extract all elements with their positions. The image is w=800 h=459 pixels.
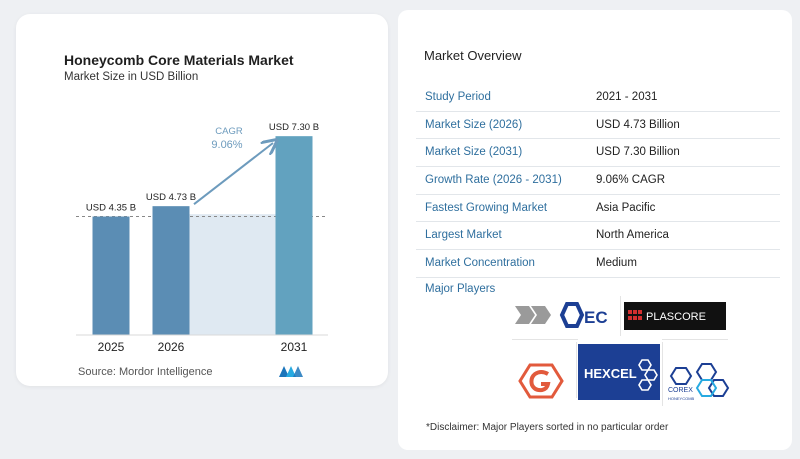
plascore-logo-text: PLASCORE [646,311,706,323]
row-value: USD 4.73 Billion [596,118,680,131]
table-row: Growth Rate (2026 - 2031) 9.06% CAGR [416,167,780,195]
disclaimer: *Disclaimer: Major Players sorted in no … [426,422,669,433]
divider [576,342,577,398]
bar [92,216,130,335]
row-value: 9.06% CAGR [596,174,666,187]
corex-logo: COREX HONEYCOMB [668,363,730,401]
table-row: Market Size (2026) USD 4.73 Billion [416,112,780,140]
chart-title: Honeycomb Core Materials Market [64,52,294,68]
row-label: Study Period [425,91,491,103]
row-value: Asia Pacific [596,201,656,214]
divider [662,342,663,406]
row-label: Market Concentration [425,257,535,270]
major-players-title: Major Players [425,283,496,295]
overview-table: Study Period 2021 - 2031 Market Size (20… [416,84,780,278]
row-value: 2021 - 2031 [596,91,658,103]
x-tick-label: 2025 [98,340,125,354]
chart-subtitle: Market Size in USD Billion [64,71,199,83]
table-row: Study Period 2021 - 2031 [416,84,780,112]
row-value: North America [596,229,669,242]
ec-logo: EC [515,302,608,328]
divider [662,339,728,340]
row-label: Fastest Growing Market [425,201,548,214]
bar-chart: USD 4.35 B 2025 USD 4.73 B 2026 USD 7.30 B 20… [76,122,328,354]
hexcel-logo: HEXCEL [578,344,660,400]
table-row: Largest Market North America [416,222,780,251]
data-label: USD 7.30 B [269,122,319,133]
cagr-label: CAGR [215,126,243,137]
g-logo [518,363,564,399]
data-label: USD 4.73 B [146,192,196,203]
table-row: Market Concentration Medium [416,250,780,278]
row-value: USD 7.30 Billion [596,146,680,159]
hexcel-logo-text: HEXCEL [584,366,637,381]
growth-band [189,214,276,335]
mordor-intelligence-logo [279,366,303,377]
data-label: USD 4.35 B [86,203,136,214]
divider [620,296,621,336]
overview-title: Market Overview [424,48,522,63]
corex-logo-text: COREX [668,387,693,394]
bar [275,136,313,335]
x-tick-label: 2031 [281,340,308,354]
row-value: Medium [596,257,637,270]
divider [512,339,578,340]
row-label: Largest Market [425,229,502,242]
ec-logo-text: EC [584,308,608,327]
row-label: Market Size (2026) [425,118,523,131]
cagr-arrow [193,143,273,205]
table-row: Fastest Growing Market Asia Pacific [416,195,780,223]
plascore-logo: PLASCORE [624,302,726,330]
bar [152,206,190,335]
table-row: Market Size (2031) USD 7.30 Billion [416,139,780,168]
corex-logo-subtext: HONEYCOMB [668,396,695,401]
row-label: Growth Rate (2026 - 2031) [425,174,562,187]
cagr-value: 9.06% [211,139,242,151]
row-label: Market Size (2031) [425,146,523,159]
x-tick-label: 2026 [158,340,185,354]
source-note: Source: Mordor Intelligence [78,366,213,378]
